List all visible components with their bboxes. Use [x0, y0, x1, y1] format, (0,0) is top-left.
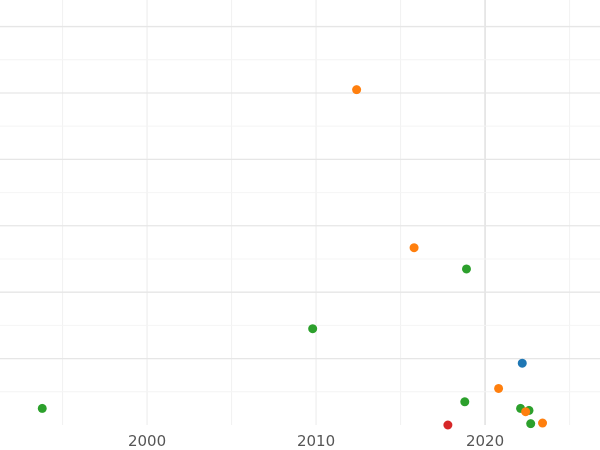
x-tick-label: 2010 — [297, 432, 335, 450]
data-point — [308, 324, 318, 334]
x-tick-label: 2000 — [128, 432, 166, 450]
data-point — [461, 264, 471, 274]
data-point — [37, 403, 47, 413]
gridlines — [0, 0, 600, 425]
data-point — [517, 358, 527, 368]
data-point — [494, 383, 504, 393]
data-point — [352, 85, 362, 95]
data-point — [460, 397, 470, 407]
data-point — [538, 418, 548, 428]
x-tick-label: 2020 — [466, 432, 504, 450]
data-points — [37, 85, 548, 430]
data-point — [443, 420, 453, 430]
data-point — [521, 407, 531, 417]
data-point — [409, 243, 419, 253]
data-point — [526, 419, 536, 429]
x-axis-tick-labels: 2000 2010 2020 — [128, 432, 504, 450]
